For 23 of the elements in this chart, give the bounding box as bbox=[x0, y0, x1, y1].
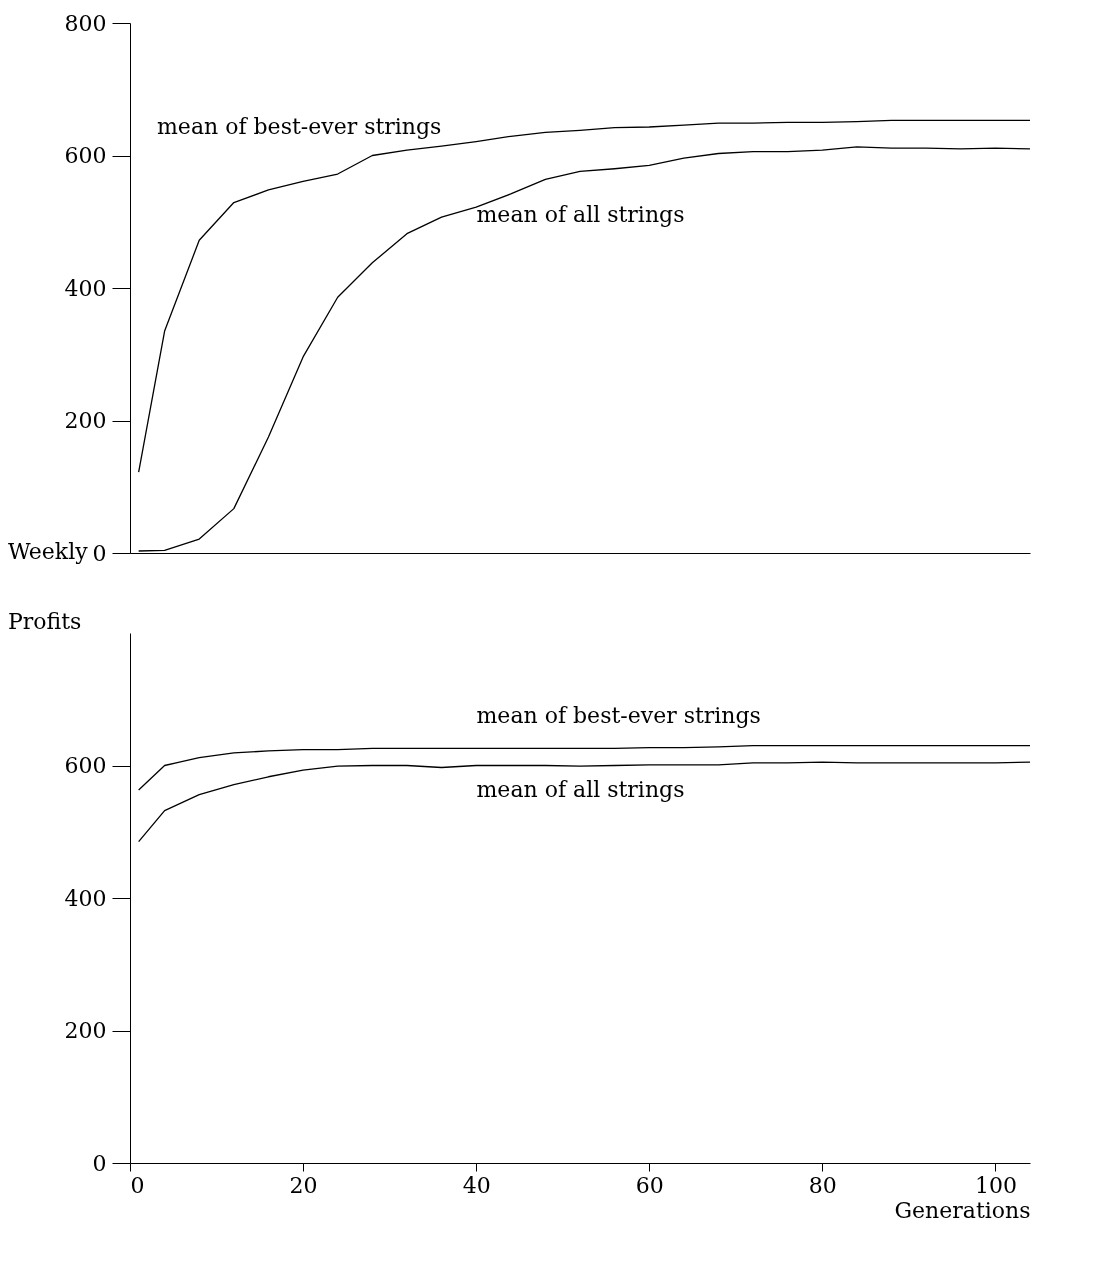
line-series bbox=[138, 761, 1031, 843]
y-tick-label: 600 bbox=[64, 143, 107, 168]
x-tick-label: 100 bbox=[974, 1172, 1017, 1198]
y-tick-label: 400 bbox=[64, 275, 107, 301]
x-tick-label: 80 bbox=[808, 1172, 837, 1198]
annotation: mean of best-ever strings bbox=[476, 703, 761, 729]
annotation: mean of all strings bbox=[476, 777, 685, 803]
annotation: mean of best-ever strings bbox=[157, 114, 442, 140]
y-tick-label: 400 bbox=[64, 885, 107, 911]
y-tick-label: 600 bbox=[64, 753, 107, 778]
x-tick-label: 0 bbox=[130, 1172, 145, 1198]
y-tick-label: 200 bbox=[64, 408, 107, 433]
x-tick-label: 40 bbox=[462, 1172, 491, 1198]
x-tick-label: 60 bbox=[635, 1172, 664, 1198]
line-series bbox=[138, 119, 1031, 473]
x-axis-title: Generations bbox=[894, 1197, 1031, 1223]
annotation: mean of all strings bbox=[476, 201, 685, 227]
y-tick-label: 0 bbox=[92, 540, 107, 566]
text: Weekly Profits bbox=[8, 539, 88, 634]
y-tick-label: 800 bbox=[64, 10, 107, 36]
y-tick-label: 200 bbox=[64, 1018, 107, 1043]
x-tick-label: 20 bbox=[289, 1172, 318, 1198]
y-tick-label: 0 bbox=[92, 1150, 107, 1176]
